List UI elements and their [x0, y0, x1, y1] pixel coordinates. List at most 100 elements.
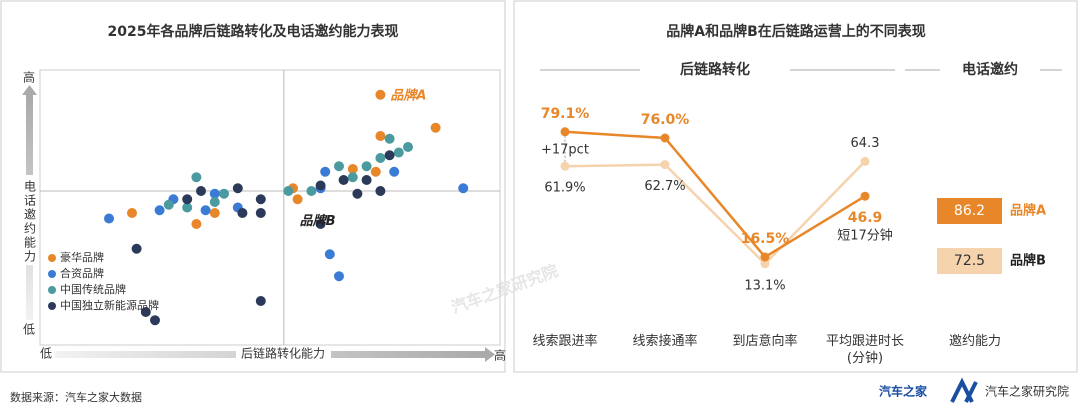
invite-legend: 品牌A: [1010, 203, 1046, 219]
point: [375, 131, 386, 141]
point: [347, 172, 358, 183]
point: [182, 202, 193, 213]
point: [334, 161, 344, 172]
point: [375, 153, 386, 163]
plot-frame: [39, 69, 501, 346]
point: [393, 147, 404, 158]
logo: 汽车之家研究院: [985, 384, 1069, 399]
point: [361, 161, 372, 172]
annotation: +17pct: [541, 143, 589, 158]
value-label: 61.9%: [544, 181, 585, 196]
line: [564, 160, 866, 266]
annotation: 品牌B: [300, 213, 336, 229]
x-arrowhead: [485, 347, 495, 362]
point: [403, 142, 413, 152]
source: 数据来源：汽车之家大数据: [10, 390, 142, 404]
logo: 汽车之家: [879, 384, 928, 399]
legend-label: 中国独立新能源品牌: [60, 298, 159, 312]
invite-box: [937, 198, 1002, 224]
point: [458, 183, 469, 194]
point: [334, 271, 344, 282]
point: [209, 197, 220, 207]
invite-legend: 品牌B: [1010, 253, 1046, 269]
value-label: 46.9: [848, 210, 883, 226]
point: [315, 180, 326, 191]
value-label: 13.1%: [744, 278, 785, 293]
point: [560, 161, 570, 171]
point: [209, 188, 220, 199]
value-label: 64.3: [851, 136, 880, 151]
point: [150, 315, 160, 326]
point: [140, 307, 151, 317]
point: [232, 183, 243, 194]
point: [560, 127, 570, 137]
point: [375, 186, 386, 196]
point: [283, 186, 294, 196]
point: [324, 249, 335, 260]
value-label: 76.0%: [641, 112, 690, 128]
point: [660, 160, 670, 170]
y-arrowhead: [22, 85, 37, 95]
point: [191, 172, 202, 183]
point: [860, 191, 870, 201]
legend-marker: [48, 286, 56, 294]
point: [163, 199, 174, 210]
point: [430, 122, 441, 133]
point: [361, 175, 372, 185]
point: [306, 186, 317, 196]
section-title: 后链路转化: [680, 61, 750, 78]
legend-marker: [48, 254, 56, 262]
legend-label: 合资品牌: [60, 266, 104, 280]
point: [315, 219, 326, 229]
legend-label: 中国传统品牌: [60, 282, 126, 296]
point: [104, 213, 114, 224]
invite-box: [937, 248, 1002, 274]
x-tick-label: 到店意向率: [732, 334, 798, 349]
point: [191, 219, 202, 229]
point: [196, 186, 206, 196]
annotation: 品牌A: [390, 87, 426, 103]
annotation: 短17分钟: [837, 228, 893, 244]
label-bg: [20, 175, 38, 265]
point: [131, 243, 142, 254]
x-tick-label: 线索接通率: [632, 334, 698, 349]
right-title: 品牌A和品牌B在后链路运营上的不同表现: [666, 23, 926, 40]
point: [338, 175, 349, 185]
point: [860, 156, 870, 166]
y-low: 低: [23, 323, 35, 337]
logo-icon: [950, 377, 978, 403]
point: [384, 150, 395, 161]
value-label: 16.5%: [741, 231, 790, 247]
point: [255, 194, 266, 205]
point: [660, 133, 670, 143]
point: [219, 188, 229, 199]
point: [384, 133, 395, 144]
x-tick-label: 邀约能力: [948, 334, 1001, 349]
legend-label: 豪华品牌: [60, 250, 104, 264]
point: [255, 208, 266, 218]
point: [760, 252, 770, 262]
point: [127, 208, 137, 218]
point: [200, 205, 211, 216]
value-label: 79.1%: [541, 106, 590, 122]
point: [320, 166, 331, 177]
section-title: 电话邀约: [962, 61, 1018, 78]
point: [209, 208, 220, 218]
point: [389, 166, 400, 177]
legend-marker: [48, 302, 56, 310]
point: [375, 89, 386, 100]
y-high: 高: [23, 70, 35, 85]
left-panel: [0, 0, 506, 373]
point: [370, 166, 381, 177]
y-label: 电话邀约能力: [23, 180, 37, 264]
point: [182, 194, 193, 205]
legend-marker: [48, 270, 56, 278]
point: [347, 164, 358, 174]
point: [292, 194, 303, 205]
point: [237, 208, 248, 218]
x-label: 后链路转化能力: [241, 346, 325, 361]
point: [154, 205, 165, 216]
point: [255, 296, 266, 306]
